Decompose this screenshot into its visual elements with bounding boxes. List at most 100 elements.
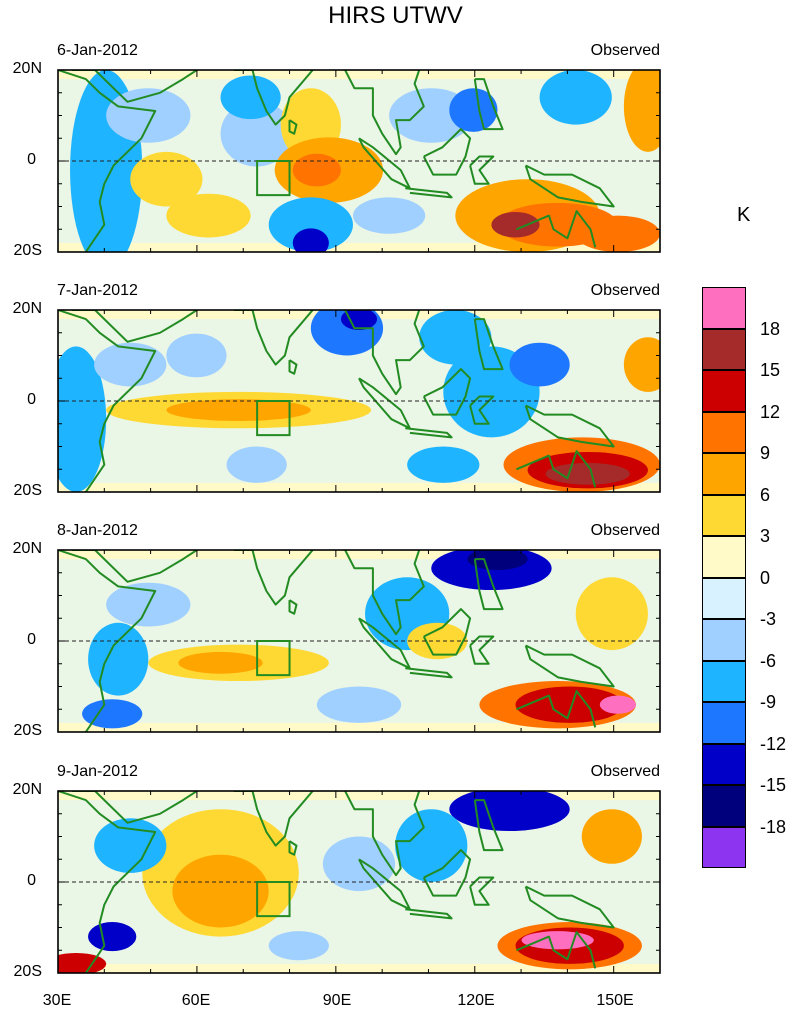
panel-type-label: Observed [590, 763, 660, 780]
anomaly-contour-13 [575, 577, 648, 651]
coastline-srilanka [288, 119, 298, 135]
panel-type-label: Observed [590, 282, 660, 299]
coastline-srilanka [288, 359, 298, 375]
anomaly-contour-12 [268, 931, 329, 961]
anomaly-contour-12 [449, 88, 498, 132]
colorbar-swatch [702, 411, 746, 453]
colorbar-units-label: K [737, 204, 751, 226]
colorbar-tick-label: 0 [760, 567, 771, 588]
anomaly-contour-12 [316, 686, 402, 723]
colorbar-swatch [702, 702, 746, 744]
anomaly-contour-9 [292, 228, 329, 252]
coastline-java [405, 187, 453, 199]
coastline-australia [516, 690, 597, 728]
anomaly-contour-10 [220, 75, 281, 120]
coastline-australia [516, 450, 597, 488]
anomaly-contour-2 [220, 100, 293, 167]
coastline-borneo [422, 368, 472, 416]
anomaly-contour-6 [292, 153, 341, 187]
colorbar-swatch [702, 660, 746, 702]
colorbar-tick-label: -3 [760, 609, 777, 629]
anomaly-contour-5 [58, 952, 107, 973]
y-tick-label-20s: 20S [13, 242, 42, 259]
anomaly-contour-14 [226, 446, 287, 483]
anomaly-contour-13 [322, 836, 396, 892]
coastline-india [234, 550, 314, 606]
x-tick-label-150e: 150E [596, 992, 634, 1009]
coastline-india [234, 70, 314, 126]
x-tick-label-30e: 30E [42, 992, 72, 1009]
panel-date-label: 7-Jan-2012 [57, 282, 138, 299]
coastline-java [405, 427, 453, 439]
anomaly-contour-3 [166, 399, 311, 422]
colorbar-swatch [702, 328, 746, 370]
colorbar-tick-label: -9 [760, 692, 777, 712]
anomaly-contour-4 [82, 699, 143, 729]
anomaly-contour-8 [268, 197, 353, 252]
chart-title: HIRS UTWV [328, 2, 463, 29]
anomaly-contour-15 [407, 446, 480, 483]
anomaly-contour-8 [509, 342, 570, 387]
coastline-borneo [422, 128, 472, 176]
map-panel-4 [57, 790, 661, 974]
anomaly-contour-20 [130, 151, 203, 207]
anomaly-contour-5 [340, 310, 378, 331]
coastline-newguinea [524, 164, 615, 208]
anomaly-contour-7 [166, 193, 251, 238]
y-tick-label-0: 0 [27, 872, 36, 889]
x-tick-label-60e: 60E [181, 992, 211, 1009]
coastline-australia [516, 210, 597, 248]
utwv-field [58, 70, 660, 252]
anomaly-contour-18 [539, 70, 612, 125]
anomaly-contour-10 [599, 695, 636, 714]
y-tick-label-0: 0 [27, 391, 36, 408]
colorbar-swatch [702, 453, 746, 495]
panel-date-label: 8-Jan-2012 [57, 522, 138, 539]
y-tick-label-20n: 20N [12, 60, 42, 77]
coastline-indochina [344, 70, 425, 156]
y-tick-label-20s: 20S [13, 482, 42, 499]
coastline-arabia [71, 310, 198, 343]
colorbar-tick-label: -18 [760, 816, 787, 837]
anomaly-contour-2 [178, 651, 263, 674]
coastline-philippines [473, 78, 504, 131]
coastline-arabia [71, 791, 198, 824]
coastline-sulawesi [469, 635, 495, 665]
anomaly-contour-11 [395, 809, 468, 882]
anomaly-contour-3 [94, 818, 167, 873]
colorbar-swatch [702, 577, 746, 619]
coastline-philippines [473, 799, 504, 852]
anomaly-contour-3 [88, 622, 149, 696]
colorbar-swatch [702, 785, 746, 827]
anomaly-contour-12 [94, 342, 167, 387]
y-tick-label-20n: 20N [12, 781, 42, 798]
region-box [256, 881, 291, 918]
coastline-srilanka [288, 840, 298, 856]
colorbar-swatch [702, 743, 746, 785]
colorbar-tick-label: 3 [760, 526, 771, 546]
region-box [256, 640, 291, 677]
coastline-indochina [344, 550, 425, 636]
colorbar-tick-label: 12 [760, 401, 781, 422]
coastline-borneo [422, 608, 472, 656]
utwv-field [58, 310, 660, 492]
anomaly-contour-1 [58, 346, 107, 492]
colorbar-swatch [702, 826, 746, 868]
coastline-sulawesi [469, 876, 495, 906]
colorbar-swatch [702, 370, 746, 412]
coastline-africa [58, 310, 157, 492]
y-tick-label-20s: 20S [13, 722, 42, 739]
colorbar-swatch [702, 536, 746, 578]
coastline-philippines [473, 318, 504, 371]
colorbar-tick-label: 15 [760, 360, 781, 380]
y-tick-label-0: 0 [27, 151, 36, 168]
anomaly-contour-13 [166, 333, 227, 378]
map-panel-3 [57, 549, 661, 733]
coastline-java [405, 667, 453, 679]
coastline-africa [58, 791, 157, 973]
panel-date-label: 6-Jan-2012 [57, 42, 138, 59]
utwv-field [58, 791, 660, 973]
coastline-indochina [344, 310, 425, 396]
anomaly-contour-17 [623, 70, 660, 152]
region-box [256, 160, 291, 197]
